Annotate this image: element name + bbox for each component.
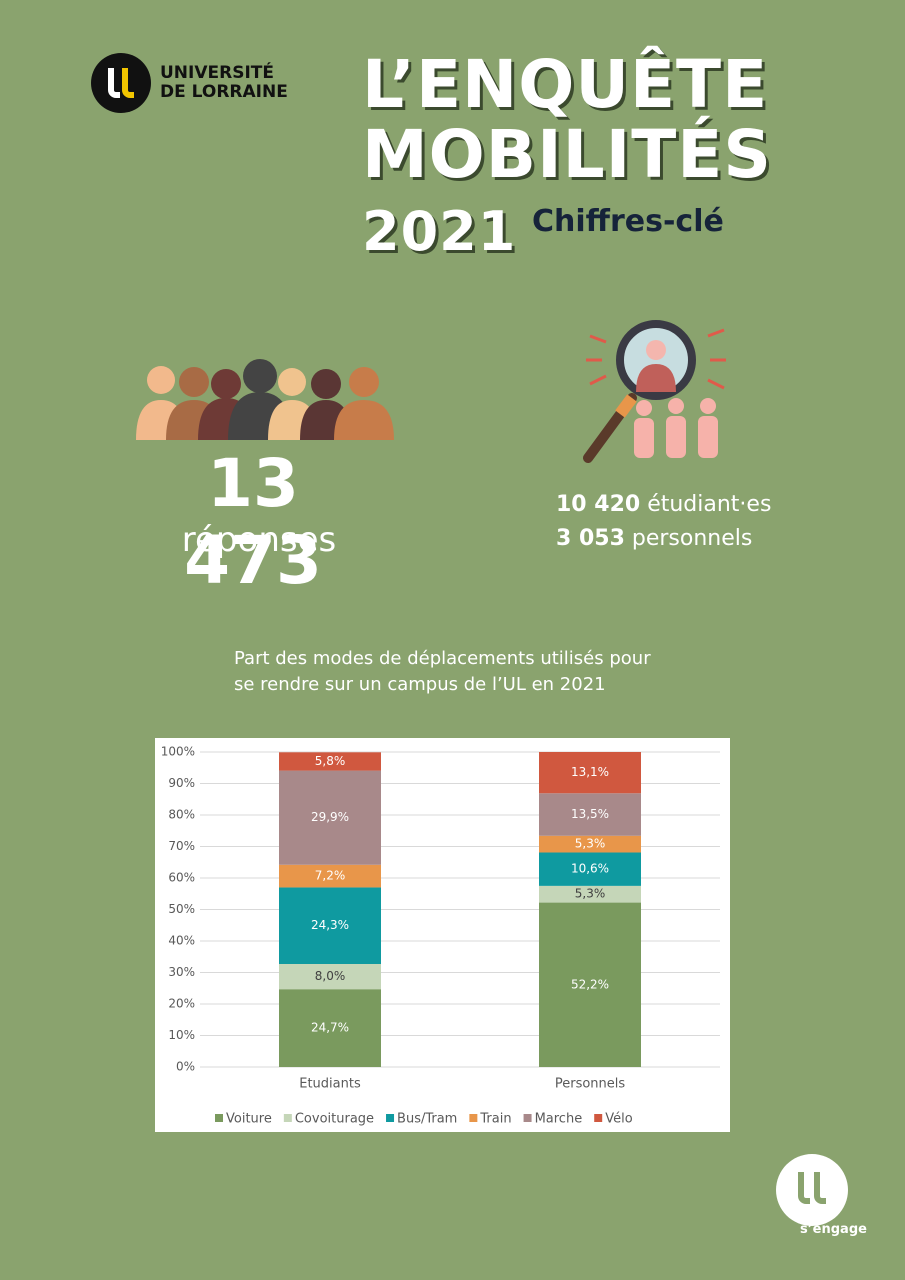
chart-background: [155, 738, 730, 1132]
search-illustration: [583, 320, 726, 463]
stat-line: 3 053 personnels: [556, 526, 752, 551]
y-tick-label: 10%: [168, 1028, 195, 1042]
bar-segment: [279, 770, 381, 865]
logo-mark: [91, 53, 151, 113]
bar-segment: [279, 752, 381, 771]
legend-swatch: [215, 1114, 223, 1122]
y-tick-label: 0%: [176, 1060, 195, 1074]
bar-segment: [279, 963, 381, 990]
logo-line: DE LORRAINE: [160, 82, 288, 102]
subtitle: Chiffres-clé: [532, 204, 724, 239]
bar-segment: [539, 793, 641, 836]
bar-segment: [539, 885, 641, 903]
bar-segment: [539, 852, 641, 886]
y-tick-label: 30%: [168, 965, 195, 979]
bar-segment: [539, 835, 641, 853]
chart-title: Part des modes de déplacements utilisés …: [234, 646, 651, 698]
legend-label: Voiture: [226, 1112, 272, 1127]
legend-swatch: [469, 1114, 478, 1122]
chart: 0% 10% 20% 30% 40% 50% 60% 70% 80% 90% 100% 24,7% 8,…: [155, 738, 730, 1132]
bar-segment: [279, 887, 381, 964]
data-label: 24,7%: [311, 1021, 349, 1035]
data-label: 5,3%: [575, 837, 606, 851]
bar-segment: [539, 752, 641, 794]
chart-title-line: Part des modes de déplacements utilisés …: [234, 648, 651, 669]
legend-label: Marche: [535, 1112, 583, 1127]
legend-label: Covoiturage: [295, 1112, 374, 1127]
legend-label: Bus/Tram: [397, 1112, 457, 1127]
stat-line: 10 420 étudiant·es: [556, 492, 771, 517]
bar-segment: [539, 902, 641, 1067]
year: 2021: [362, 200, 517, 263]
data-label: 5,8%: [315, 754, 346, 768]
logo-line: UNIVERSITÉ: [160, 63, 274, 83]
chart-title-line: se rendre sur un campus de l’UL en 2021: [234, 674, 606, 695]
legend-swatch: [594, 1114, 603, 1122]
x-tick-label: Etudiants: [299, 1077, 361, 1092]
y-tick-label: 50%: [168, 902, 195, 916]
data-label: 5,3%: [575, 887, 606, 901]
data-label: 24,3%: [311, 918, 349, 932]
y-tick-label: 80%: [168, 808, 195, 822]
data-label: 29,9%: [311, 810, 349, 824]
legend-swatch: [386, 1114, 395, 1122]
total-responses: 13 473: [184, 445, 322, 599]
bar-segment: [279, 864, 381, 888]
y-tick-label: 90%: [168, 776, 195, 790]
logo-text: UNIVERSITÉ DE LORRAINE: [160, 64, 288, 102]
y-tick-label: 60%: [168, 871, 195, 885]
y-tick-label: 20%: [168, 997, 195, 1011]
bar-segment: [279, 989, 381, 1067]
y-tick-label: 70%: [168, 839, 195, 853]
footer-tagline: s’engage: [800, 1222, 867, 1237]
stat-number: 3 053: [556, 526, 625, 551]
footer-logo: [776, 1154, 848, 1226]
total-label: réponses: [181, 520, 337, 560]
stat-label: étudiant·es: [647, 492, 772, 517]
stat-number: 10 420: [556, 492, 641, 517]
title: L’ENQUÊTE MOBILITÉS: [362, 50, 772, 190]
data-label: 8,0%: [315, 969, 346, 983]
legend-label: Vélo: [605, 1112, 632, 1127]
y-tick-label: 100%: [161, 745, 195, 759]
x-tick-label: Personnels: [555, 1077, 626, 1092]
y-tick-label: 40%: [168, 934, 195, 948]
legend-swatch: [523, 1114, 532, 1122]
data-label: 10,6%: [571, 862, 609, 876]
title-line: MOBILITÉS: [362, 116, 772, 193]
legend-label: Train: [479, 1112, 511, 1127]
stat-label: personnels: [631, 526, 753, 551]
data-label: 52,2%: [571, 977, 609, 991]
people-illustration: [136, 359, 394, 440]
legend-swatch: [283, 1114, 292, 1122]
data-label: 13,5%: [571, 807, 609, 821]
data-label: 7,2%: [315, 869, 346, 883]
title-line: L’ENQUÊTE: [362, 46, 769, 123]
data-label: 13,1%: [571, 765, 609, 779]
